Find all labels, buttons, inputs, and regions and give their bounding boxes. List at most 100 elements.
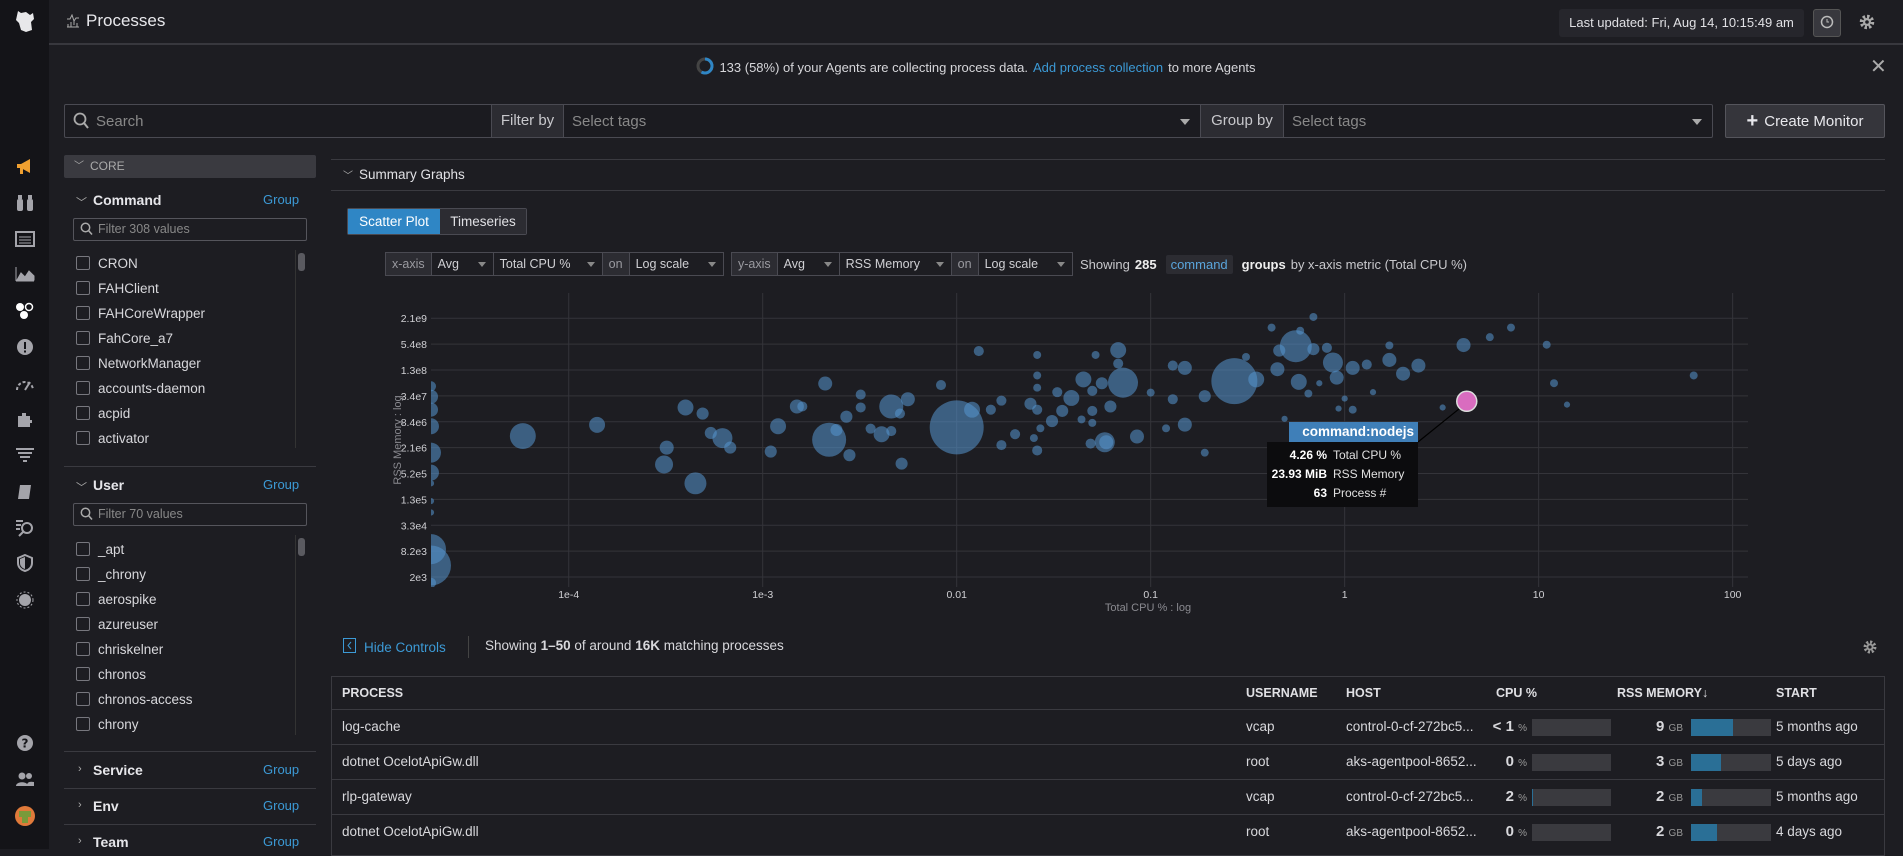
apm-gauge-icon[interactable] xyxy=(14,373,36,395)
checkbox[interactable] xyxy=(76,617,90,631)
bubble[interactable] xyxy=(1087,385,1098,396)
bubble[interactable] xyxy=(1200,448,1209,457)
bubble[interactable] xyxy=(865,423,876,434)
bubble[interactable] xyxy=(1085,438,1096,449)
y-metric-select[interactable]: RSS Memory xyxy=(840,253,952,275)
bubble[interactable] xyxy=(900,392,915,407)
bubble[interactable] xyxy=(1033,371,1042,380)
facet-value-item[interactable]: _chrony xyxy=(76,564,146,584)
bubble[interactable] xyxy=(1146,388,1155,397)
facet-value-item[interactable]: CRON xyxy=(76,253,138,273)
network-globe-icon[interactable] xyxy=(14,589,36,611)
checkbox[interactable] xyxy=(76,281,90,295)
settings-gear-icon[interactable] xyxy=(1858,13,1876,34)
checkbox[interactable] xyxy=(76,306,90,320)
checkbox[interactable] xyxy=(76,356,90,370)
checkbox[interactable] xyxy=(76,667,90,681)
bubble[interactable] xyxy=(1107,367,1139,398)
checkbox[interactable] xyxy=(76,567,90,581)
megaphone-icon[interactable] xyxy=(14,155,36,177)
team-users-icon[interactable] xyxy=(14,768,36,790)
bubble[interactable] xyxy=(696,407,709,420)
bubble[interactable] xyxy=(1167,394,1178,405)
facet-group-link[interactable]: Group xyxy=(263,762,300,777)
bubble[interactable] xyxy=(1087,405,1098,416)
scatter-plot[interactable]: 2e3 8.2e3 3.3e4 1.3e5 5.2e5 2.1e6 8.4e6 3.4e7 1.… xyxy=(331,280,1885,615)
bubble[interactable] xyxy=(655,455,674,474)
column-header-process[interactable]: PROCESS xyxy=(342,686,404,700)
checkbox[interactable] xyxy=(76,642,90,656)
create-monitor-button[interactable]: + Create Monitor xyxy=(1725,104,1885,138)
bubble[interactable] xyxy=(1348,405,1357,414)
filter-tags-select[interactable]: Select tags xyxy=(564,105,1201,137)
checkbox[interactable] xyxy=(76,692,90,706)
checkbox[interactable] xyxy=(76,717,90,731)
facet-value-item[interactable]: accounts-daemon xyxy=(76,378,205,398)
bubble[interactable] xyxy=(1345,360,1360,375)
bubble[interactable] xyxy=(873,426,890,443)
bubble[interactable] xyxy=(1385,341,1394,350)
clock-button[interactable] xyxy=(1813,9,1841,37)
bubble[interactable] xyxy=(509,423,536,450)
bubble[interactable] xyxy=(818,376,833,391)
bubble[interactable] xyxy=(1382,352,1397,367)
bubble[interactable] xyxy=(1113,358,1124,369)
bubble[interactable] xyxy=(1485,333,1494,342)
command-group-link[interactable]: Group xyxy=(263,192,300,207)
bubble[interactable] xyxy=(764,445,777,458)
bubble[interactable] xyxy=(1411,358,1426,373)
column-header-rss-memory[interactable]: RSS MEMORY↓ xyxy=(1617,686,1709,700)
bubble[interactable] xyxy=(1341,395,1348,402)
chevron-down-icon[interactable]: ﹀ xyxy=(76,482,87,494)
bubble[interactable] xyxy=(1088,418,1097,427)
bubble[interactable] xyxy=(855,402,866,413)
facet-value-item[interactable]: _apt xyxy=(76,539,124,559)
bubble[interactable] xyxy=(770,418,787,435)
bubble[interactable] xyxy=(1506,323,1515,332)
bubble[interactable] xyxy=(1550,379,1558,388)
bubble[interactable] xyxy=(1563,401,1571,408)
bubble[interactable] xyxy=(1304,389,1313,398)
x-metric-select[interactable]: Total CPU % xyxy=(494,253,603,275)
bubble[interactable] xyxy=(1095,377,1108,390)
bubble[interactable] xyxy=(1290,373,1307,390)
bubble[interactable] xyxy=(426,577,437,588)
group-tag-chip[interactable]: command xyxy=(1165,254,1233,274)
chevron-right-icon[interactable]: › xyxy=(78,835,82,847)
bubble[interactable] xyxy=(659,440,674,455)
facet-group-link[interactable]: Group xyxy=(263,834,300,849)
bubble[interactable] xyxy=(1104,400,1117,413)
bubble[interactable] xyxy=(1056,404,1069,417)
user-filter-input[interactable]: Filter 70 values xyxy=(73,503,307,526)
bubble[interactable] xyxy=(1177,360,1192,375)
bubble[interactable] xyxy=(840,410,853,423)
bubble[interactable] xyxy=(1029,434,1038,443)
checkbox[interactable] xyxy=(76,381,90,395)
bubble[interactable] xyxy=(797,401,808,412)
scroll-thumb[interactable] xyxy=(298,538,305,556)
user-list-scrollbar[interactable] xyxy=(295,535,305,735)
facet-value-item[interactable]: activator xyxy=(76,428,149,448)
bubble[interactable] xyxy=(895,457,908,470)
notebook-icon[interactable] xyxy=(14,481,36,503)
datadog-logo-icon[interactable] xyxy=(12,8,38,34)
infrastructure-hexagon-icon[interactable] xyxy=(14,300,36,322)
bubble[interactable] xyxy=(428,497,435,505)
bubble[interactable] xyxy=(426,381,437,392)
checkbox[interactable] xyxy=(76,542,90,556)
bubble[interactable] xyxy=(1439,404,1446,411)
bubble[interactable] xyxy=(724,441,737,454)
column-header-host[interactable]: HOST xyxy=(1346,686,1381,700)
tab-timeseries[interactable]: Timeseries xyxy=(440,209,526,234)
facet-value-item[interactable]: NetworkManager xyxy=(76,353,201,373)
bubble[interactable] xyxy=(855,389,866,400)
bubble[interactable] xyxy=(589,416,606,433)
bubble[interactable] xyxy=(1316,380,1323,387)
user-group-link[interactable]: Group xyxy=(263,477,300,492)
security-shield-icon[interactable] xyxy=(14,552,36,574)
bubble[interactable] xyxy=(886,426,897,437)
bubble[interactable] xyxy=(1361,359,1372,370)
bubble[interactable] xyxy=(1129,429,1145,444)
facet-value-item[interactable]: chronos-access xyxy=(76,689,193,709)
add-process-collection-link[interactable]: Add process collection xyxy=(1033,59,1164,75)
